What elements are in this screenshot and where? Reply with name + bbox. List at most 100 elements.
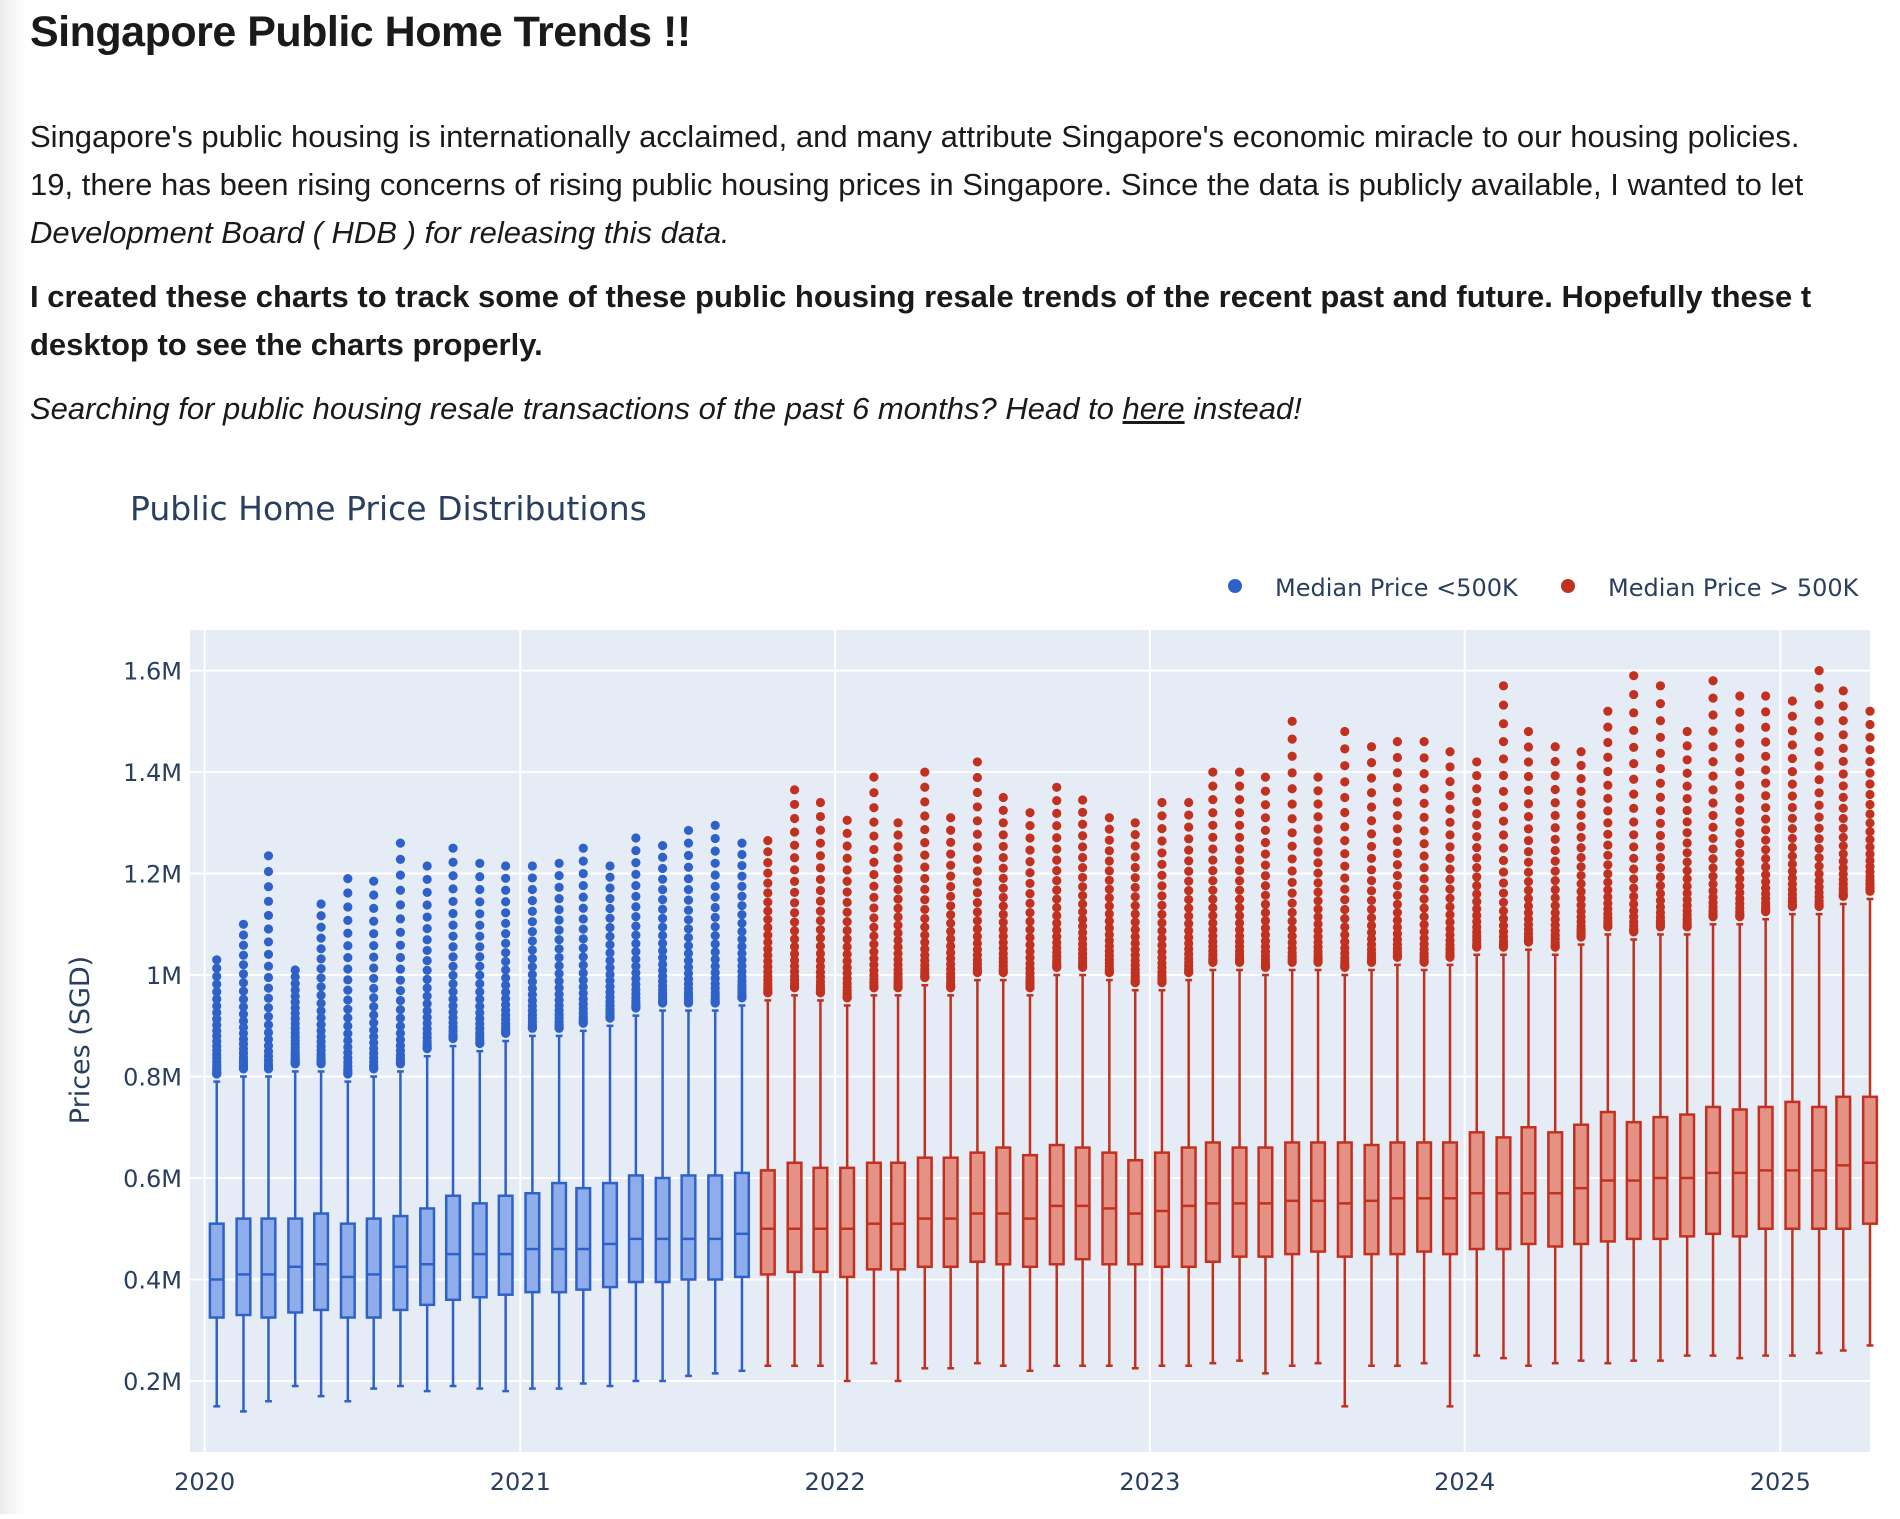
outlier-point — [1708, 833, 1718, 844]
outlier-point — [1550, 884, 1560, 895]
box-iqr — [1573, 1123, 1590, 1246]
outlier-point — [527, 906, 537, 916]
outlier-point — [1366, 773, 1377, 783]
box-2022-11 — [1101, 813, 1118, 1367]
outlier-point — [554, 961, 564, 971]
outlier-point — [1655, 778, 1666, 788]
outlier-point — [1419, 874, 1429, 884]
outlier-point — [710, 858, 720, 868]
outlier-point — [238, 930, 249, 940]
outlier-point — [869, 857, 879, 867]
box-2021-01 — [524, 861, 541, 1390]
outlier-point — [1104, 916, 1114, 926]
box-iqr — [471, 1202, 488, 1299]
outlier-point — [1576, 862, 1586, 872]
outlier-point — [1025, 940, 1035, 950]
outlier-point — [1184, 845, 1194, 855]
outlier-point — [448, 952, 458, 962]
outlier-point — [1313, 896, 1323, 906]
outlier-point — [316, 933, 326, 943]
box-iqr — [1861, 1095, 1879, 1225]
outlier-point — [1157, 909, 1167, 919]
outlier-point — [1445, 864, 1455, 874]
here-link[interactable]: here — [1122, 391, 1185, 426]
outlier-point — [1761, 870, 1771, 880]
outlier-point — [1340, 895, 1350, 905]
outlier-point — [1313, 812, 1323, 822]
outlier-point — [1392, 737, 1402, 747]
outlier-point — [1313, 926, 1323, 936]
box-iqr — [1679, 1113, 1696, 1238]
box-iqr — [235, 1217, 252, 1317]
outlier-point — [869, 844, 879, 855]
outlier-point — [1287, 888, 1297, 898]
outlier-point — [1260, 800, 1271, 810]
box-iqr — [889, 1161, 907, 1271]
outlier-point — [369, 1025, 379, 1035]
legend[interactable]: Median Price <500K Median Price > 500K — [1228, 574, 1860, 602]
box-2020-06 — [339, 874, 356, 1403]
outlier-point — [578, 943, 588, 953]
outlier-point — [605, 913, 615, 923]
outlier-point — [1523, 857, 1534, 867]
box-2021-03 — [575, 843, 592, 1385]
outlier-point — [920, 782, 930, 792]
box-2021-10 — [759, 835, 776, 1367]
outlier-point — [475, 979, 485, 989]
outlier-point — [1130, 882, 1140, 893]
outlier-point — [1655, 902, 1666, 912]
outlier-point — [238, 1016, 249, 1026]
outlier-point — [1550, 876, 1560, 886]
outlier-point — [1787, 842, 1797, 853]
outlier-point — [1184, 932, 1194, 942]
outlier-point — [1603, 752, 1613, 762]
box-iqr — [1153, 1151, 1171, 1269]
box-2022-10 — [1074, 795, 1091, 1367]
outlier-point — [1498, 700, 1509, 710]
outlier-point — [1498, 920, 1509, 931]
legend-label-low[interactable]: Median Price <500K — [1275, 574, 1519, 602]
outlier-point — [1761, 862, 1771, 872]
outlier-point — [1313, 868, 1323, 878]
outlier-point — [1445, 804, 1455, 814]
outlier-point — [1550, 810, 1560, 821]
outlier-point — [631, 902, 641, 912]
box-2023-12 — [1441, 747, 1459, 1408]
outlier-point — [1603, 793, 1613, 803]
outlier-point — [683, 932, 694, 943]
outlier-point — [1655, 896, 1666, 906]
outlier-point — [998, 863, 1008, 873]
outlier-point — [1550, 845, 1560, 856]
outlier-point — [1838, 769, 1848, 779]
outlier-point — [263, 896, 274, 906]
outlier-point — [1682, 888, 1692, 899]
outlier-point — [1735, 738, 1745, 748]
outlier-point — [605, 963, 615, 973]
outlier-point — [1052, 894, 1062, 904]
outlier-point — [1708, 742, 1718, 752]
box-iqr — [786, 1161, 803, 1274]
outlier-point — [815, 896, 826, 906]
outlier-point — [1603, 806, 1613, 816]
outlier-point — [1052, 833, 1062, 843]
outlier-point — [1814, 700, 1824, 710]
outlier-point — [263, 972, 274, 983]
outlier-point — [448, 942, 458, 952]
box-iqr — [524, 1191, 541, 1294]
outlier-point — [789, 799, 800, 810]
outlier-point — [869, 922, 879, 932]
box-plots — [208, 665, 1879, 1413]
outlier-point — [1629, 906, 1639, 916]
outlier-point — [422, 999, 432, 1009]
legend-label-high[interactable]: Median Price > 500K — [1608, 574, 1860, 602]
outlier-point — [501, 861, 511, 871]
outlier-point — [1708, 844, 1718, 854]
x-tick-label: 2024 — [1434, 1468, 1495, 1496]
outlier-point — [316, 1013, 326, 1023]
outlier-point — [789, 876, 800, 886]
outlier-point — [1366, 904, 1377, 915]
outlier-point — [710, 967, 720, 978]
outlier-point — [1366, 788, 1377, 798]
outlier-point — [946, 918, 956, 928]
outlier-point — [1078, 819, 1088, 829]
